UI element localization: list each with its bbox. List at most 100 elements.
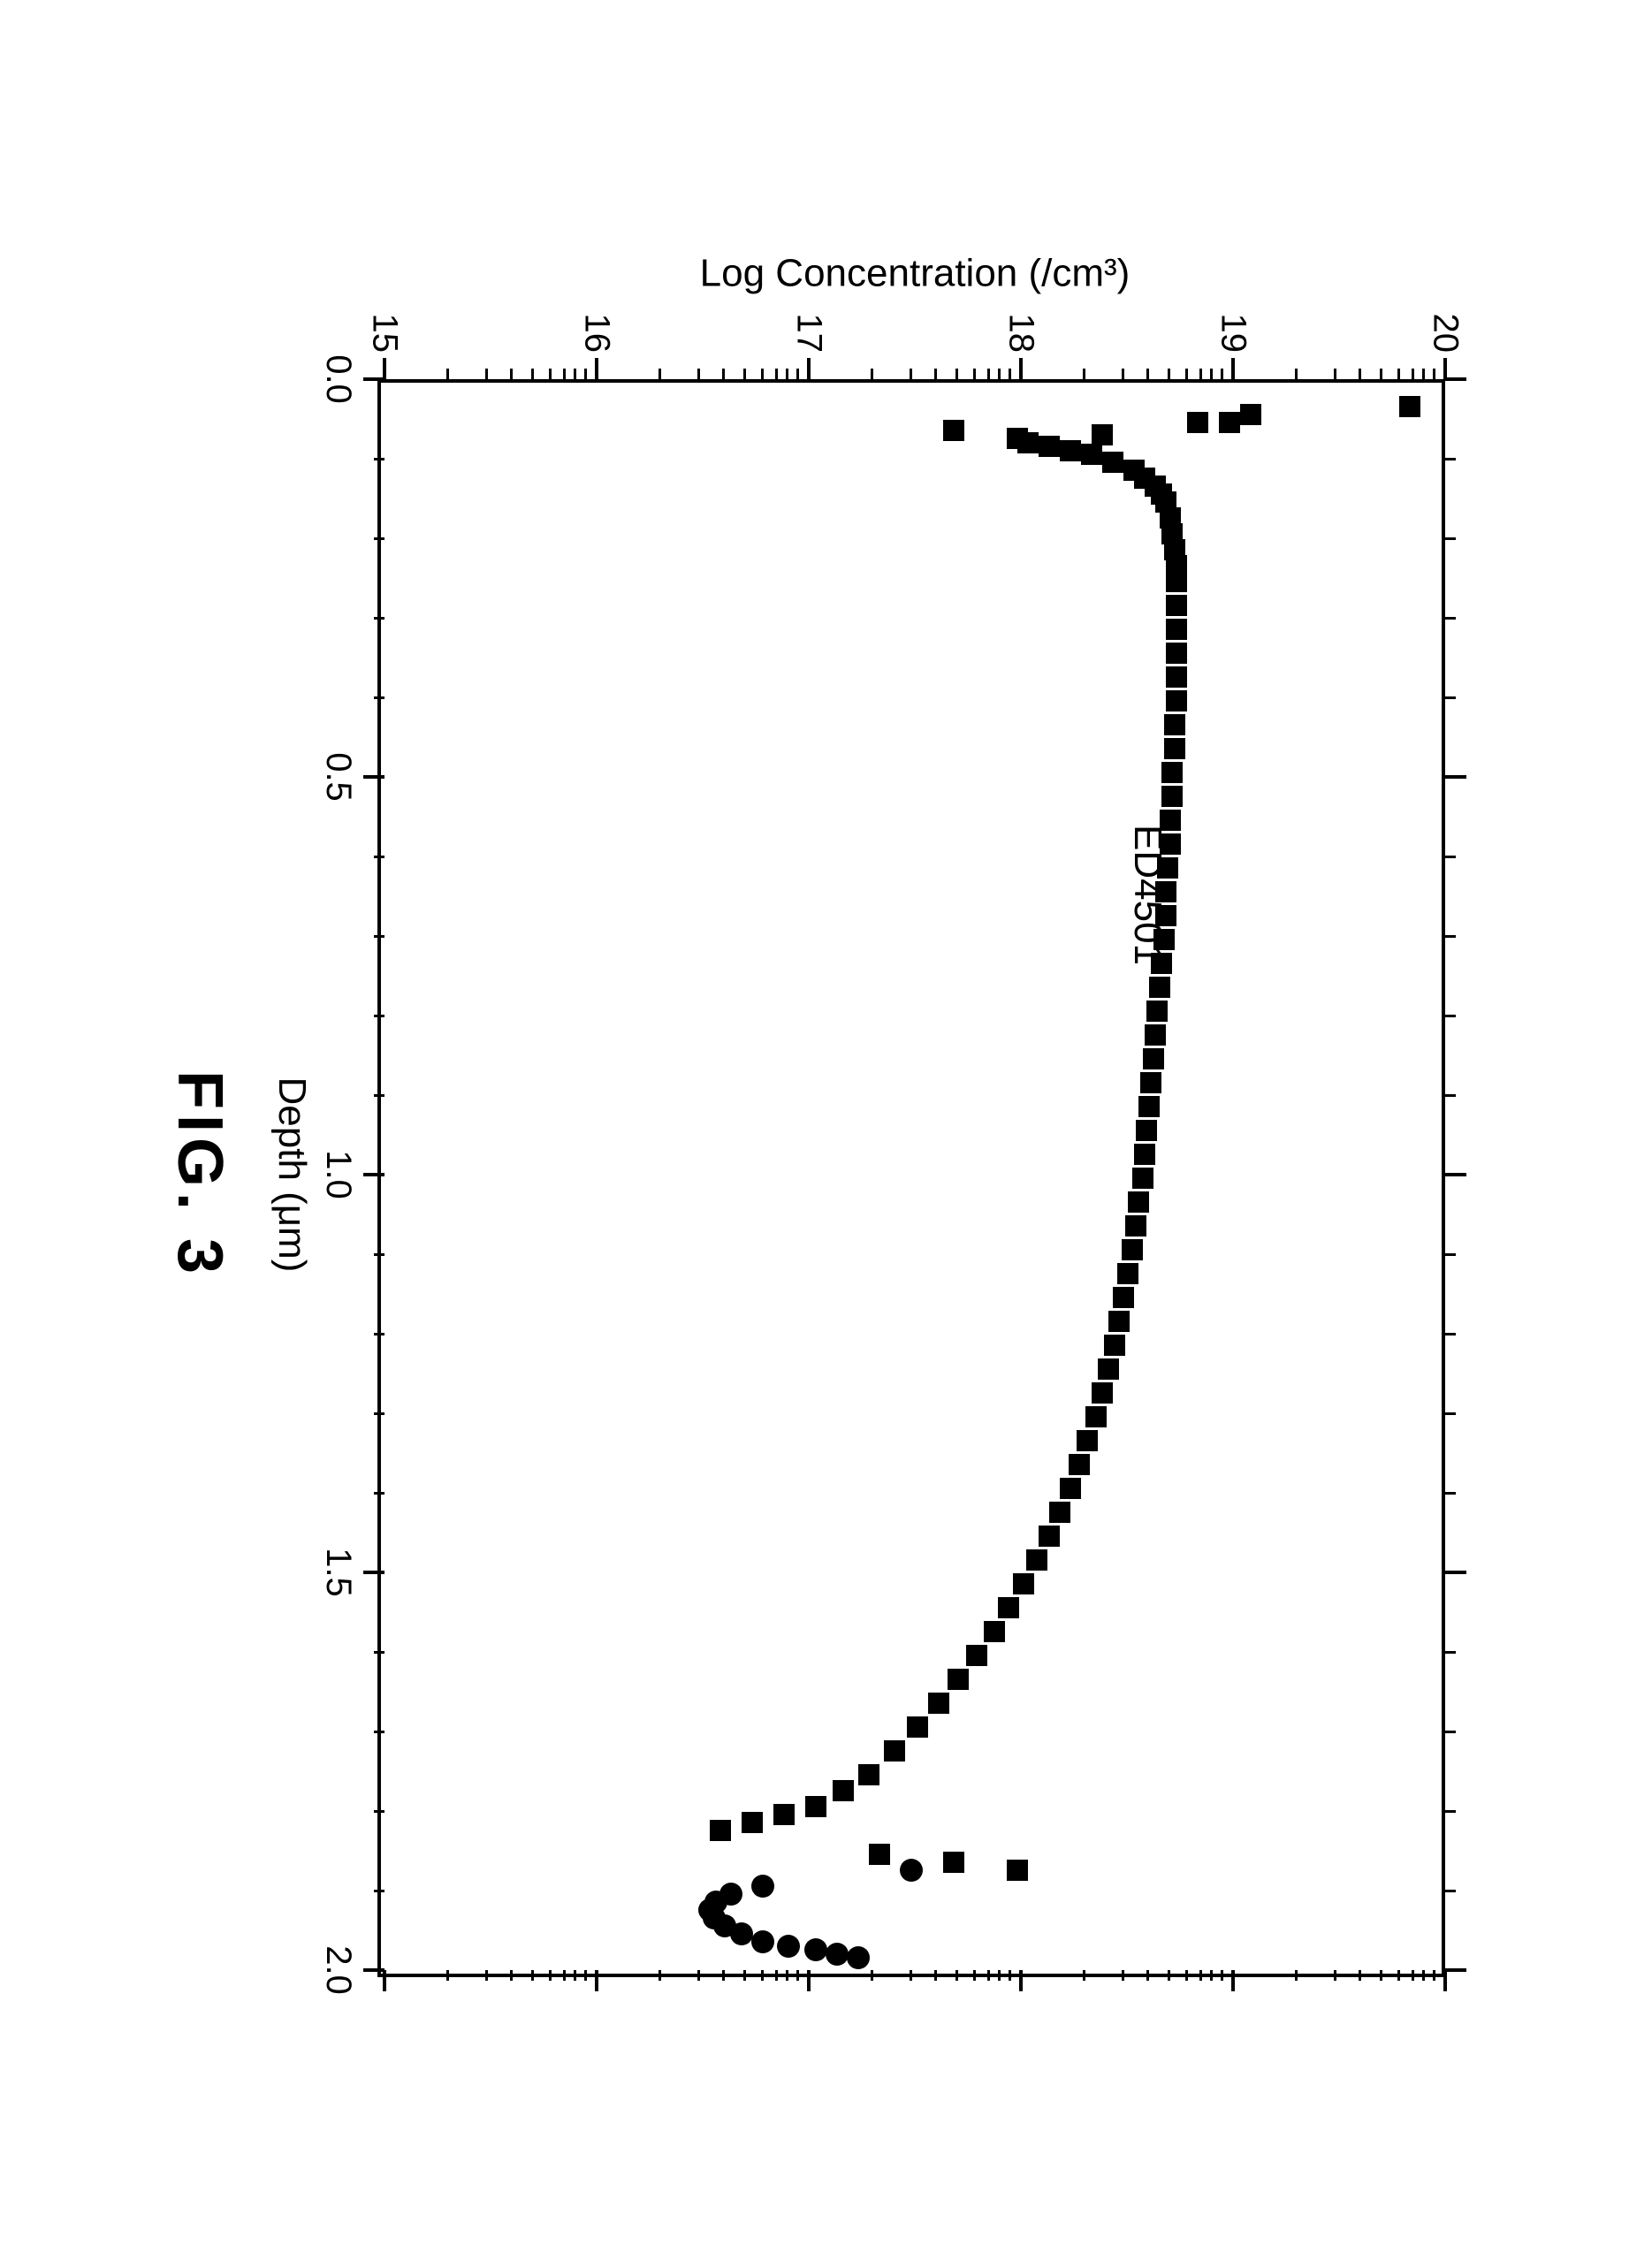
x-tick-minor: [374, 616, 384, 619]
y-tick-minor-right: [484, 1970, 487, 1981]
data-point-square: [1166, 643, 1187, 664]
x-tick-label: 1.5: [318, 1548, 358, 1597]
data-point-square: [1163, 738, 1184, 759]
y-tick-minor-right: [584, 1970, 587, 1981]
y-tick-minor: [1333, 369, 1336, 379]
y-tick-minor: [1295, 369, 1298, 379]
data-point-square: [1161, 762, 1183, 783]
data-point-square: [1125, 1215, 1146, 1237]
chart-rotated-wrapper: Depth (μm) Log Concentration (/cm³) FIG.…: [164, 202, 1489, 2058]
y-tick-minor-right: [934, 1970, 937, 1981]
y-tick-minor: [775, 369, 778, 379]
y-tick-minor: [796, 369, 799, 379]
x-tick-label: 0.0: [318, 354, 358, 404]
x-tick-minor: [374, 1650, 384, 1653]
x-tick-major: [363, 1571, 384, 1574]
y-tick-minor-right: [1199, 1970, 1202, 1981]
x-tick-minor-top: [1445, 934, 1456, 937]
data-point-square: [1163, 714, 1184, 735]
y-tick-minor-right: [1397, 1970, 1399, 1981]
y-axis-label: Log Concentration (/cm³): [384, 247, 1445, 300]
y-tick-minor-right: [510, 1970, 513, 1981]
data-point-square: [1092, 1382, 1113, 1404]
y-tick-minor-right: [446, 1970, 449, 1981]
y-tick-major: [595, 358, 598, 379]
y-tick-minor: [1412, 369, 1414, 379]
y-tick-minor-right: [987, 1970, 990, 1981]
data-point-square: [1017, 431, 1039, 453]
y-tick-minor: [484, 369, 487, 379]
y-tick-minor-right: [1184, 1970, 1187, 1981]
y-tick-major-right: [595, 1970, 598, 1991]
x-tick-minor-top: [1445, 696, 1456, 698]
y-tick-major: [383, 358, 386, 379]
y-tick-minor-right: [1146, 1970, 1149, 1981]
x-tick-major: [363, 775, 384, 779]
data-point-square: [1131, 1168, 1153, 1189]
data-point-square: [1068, 1454, 1089, 1475]
y-tick-major: [1231, 358, 1235, 379]
x-tick-minor-top: [1445, 855, 1456, 857]
data-point-square: [1060, 439, 1081, 460]
y-tick-minor: [909, 369, 911, 379]
y-tick-minor: [1221, 369, 1223, 379]
data-point-square: [947, 1669, 968, 1690]
plot-area: [377, 379, 1445, 1977]
y-tick-minor: [1359, 369, 1361, 379]
y-tick-minor-right: [1359, 1970, 1361, 1981]
data-point-square: [1146, 1001, 1168, 1022]
data-point-square: [1145, 1024, 1166, 1046]
y-tick-label: 15: [364, 308, 404, 353]
data-point-square: [1166, 595, 1187, 616]
y-tick-label: 17: [788, 308, 828, 353]
x-tick-minor: [374, 1093, 384, 1096]
x-tick-minor-top: [1445, 1412, 1456, 1414]
y-tick-minor: [1083, 369, 1085, 379]
y-tick-minor: [1380, 369, 1382, 379]
data-point-square: [1138, 1096, 1159, 1117]
x-tick-major-top: [1445, 775, 1466, 779]
y-tick-minor: [697, 369, 699, 379]
data-point-square: [928, 1693, 949, 1714]
data-point-circle: [847, 1946, 870, 1969]
data-point-circle: [730, 1922, 753, 1945]
x-tick-minor: [374, 1332, 384, 1335]
data-point-square: [1113, 1287, 1134, 1308]
y-tick-minor-right: [796, 1970, 799, 1981]
x-tick-minor-top: [1445, 1252, 1456, 1255]
data-point-square: [943, 420, 964, 441]
y-tick-label: 16: [576, 308, 616, 353]
data-point-circle: [776, 1934, 799, 1957]
y-tick-minor-right: [722, 1970, 725, 1981]
y-tick-minor-right: [563, 1970, 566, 1981]
page-container: Depth (μm) Log Concentration (/cm³) FIG.…: [18, 18, 1634, 2242]
y-tick-minor: [446, 369, 449, 379]
data-point-circle: [751, 1875, 774, 1898]
data-point-square: [1148, 977, 1169, 998]
data-point-square: [943, 1852, 964, 1873]
y-tick-minor-right: [1121, 1970, 1123, 1981]
y-tick-minor-right: [1210, 1970, 1213, 1981]
y-tick-minor: [1168, 369, 1170, 379]
y-axis-label-text: Log Concentration (/cm³): [699, 251, 1130, 295]
y-tick-major-right: [383, 1970, 386, 1991]
x-tick-minor: [374, 1491, 384, 1494]
y-tick-minor-right: [1221, 1970, 1223, 1981]
data-point-square: [1166, 571, 1187, 592]
x-tick-minor: [374, 536, 384, 539]
x-tick-label: 2.0: [318, 1945, 358, 1995]
data-point-square: [1142, 1048, 1163, 1069]
data-point-square: [966, 1645, 987, 1666]
x-tick-minor-top: [1445, 457, 1456, 460]
y-tick-minor: [1397, 369, 1399, 379]
x-tick-minor-top: [1445, 1809, 1456, 1812]
y-tick-major-right: [1443, 1970, 1447, 1991]
y-tick-minor: [1422, 369, 1425, 379]
y-tick-minor: [998, 369, 1001, 379]
x-axis-label: Depth (μm): [270, 379, 314, 1970]
data-point-square: [1039, 1526, 1060, 1547]
y-tick-minor: [574, 369, 576, 379]
data-point-square: [1134, 1144, 1155, 1165]
data-point-circle: [826, 1942, 849, 1965]
data-point-square: [1049, 1502, 1070, 1523]
